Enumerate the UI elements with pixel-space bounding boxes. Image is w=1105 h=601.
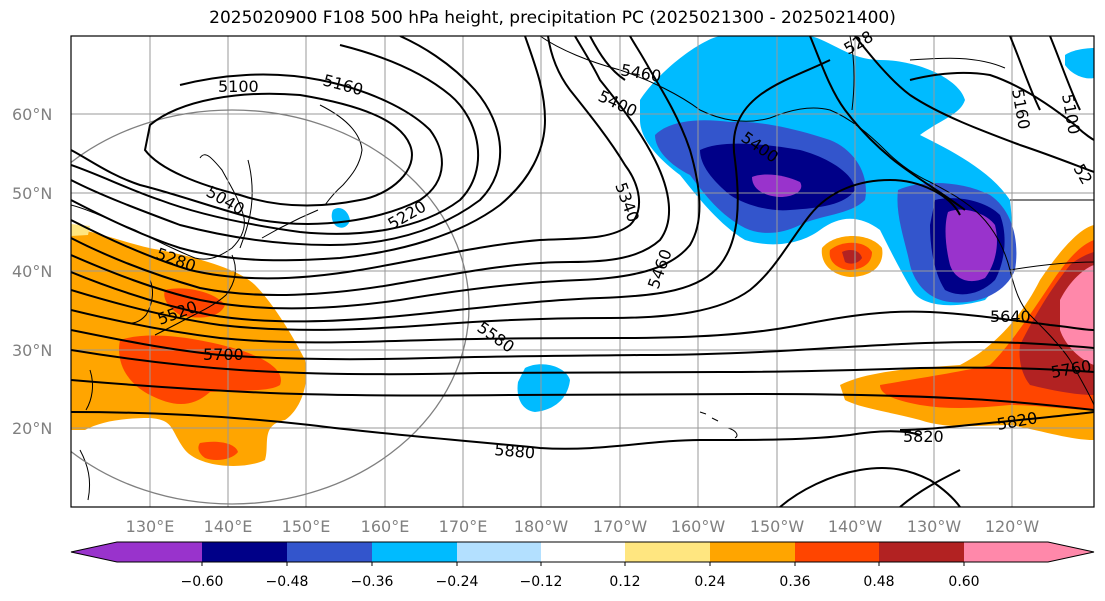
anomaly-spot-darkred [842, 250, 862, 264]
contour-5460 [71, 36, 701, 310]
lon-label: 140°W [828, 517, 883, 536]
latitude-labels: 60°N 50°N 40°N 30°N 20°N [12, 105, 52, 438]
colorbar-segment [287, 542, 372, 562]
colorbar-segment [795, 542, 879, 562]
colorbar-tick-labels: −0.60 −0.48 −0.36 −0.24 −0.12 0.12 0.24 … [181, 574, 980, 590]
contour-ne-4 [1009, 36, 1081, 111]
contour-ne-3 [909, 71, 1094, 141]
lon-label: 180°W [514, 517, 569, 536]
colorbar-label: 0.60 [948, 574, 979, 590]
contour-5640a [71, 309, 1094, 344]
graticule [71, 36, 1094, 507]
colorbar-segment [879, 542, 964, 562]
anomaly-se-pink [1060, 265, 1094, 365]
colorbar-segment [202, 542, 287, 562]
contour-label: 5820 [903, 427, 944, 446]
contour-5160 [71, 44, 480, 235]
contour-label: 5880 [494, 440, 536, 462]
contour-5400 [71, 36, 671, 297]
contour-nw-5400 [589, 36, 626, 81]
colorbar-label: 0.48 [863, 574, 894, 590]
lon-label: 140°E [204, 517, 253, 536]
colorbar: −0.60 −0.48 −0.36 −0.24 −0.12 0.12 0.24 … [70, 541, 1095, 590]
colorbar-outline [70, 541, 1095, 563]
lat-label: 40°N [12, 262, 52, 281]
lat-label: 30°N [12, 341, 52, 360]
contour-ne-2 [854, 36, 1094, 173]
lat-label: 50°N [12, 184, 52, 203]
colorbar-segment [457, 542, 541, 562]
colorbar-label: 0.36 [779, 574, 810, 590]
precipitation-shading [71, 36, 1094, 466]
colorbar-label: 0.24 [694, 574, 725, 590]
lon-label: 160°E [361, 517, 410, 536]
contour-5820a [71, 379, 1094, 411]
contour-bottom-right [899, 469, 961, 507]
colorbar-segment [372, 542, 457, 562]
contour-5520 [71, 59, 831, 323]
colorbar-label: −0.36 [351, 574, 394, 590]
contour-5820b [899, 411, 1094, 431]
contour-5580 [71, 178, 961, 331]
alaska-coast [539, 36, 1031, 316]
hawaii [699, 411, 738, 439]
contour-ne-1 [809, 36, 966, 211]
anomaly-pnw-purple [945, 209, 997, 282]
anomaly-central-blue [517, 364, 570, 412]
contour-label: 5700 [203, 345, 244, 364]
longitude-labels: 130°E 140°E 150°E 160°E 170°E 180°W 170°… [126, 517, 1040, 536]
sakhalin [239, 159, 253, 249]
height-contours [71, 36, 1094, 507]
colorbar-extend-right [1048, 542, 1094, 562]
contour-5040 [143, 92, 413, 207]
contour-label: 5100 [218, 77, 259, 96]
philippines [79, 369, 94, 501]
colorbar-segment [710, 542, 795, 562]
colorbar-segment [541, 542, 625, 562]
contour-5220 [71, 36, 501, 247]
contour-5280 [71, 36, 547, 262]
us-border [1009, 261, 1094, 271]
lat-label: 60°N [12, 105, 52, 124]
colorbar-segment [625, 542, 710, 562]
colorbar-label: −0.60 [181, 574, 224, 590]
map-frame [70, 35, 1095, 508]
colorbar-segment [117, 542, 202, 562]
lon-label: 150°W [750, 517, 805, 536]
anomaly-topright-blue [1065, 48, 1094, 79]
contour-5760 [71, 349, 1094, 376]
colorbar-label: −0.12 [520, 574, 563, 590]
lat-label: 20°N [12, 419, 52, 438]
colorbar-extend-left [71, 542, 117, 562]
coastlines [71, 36, 1094, 501]
kamchatka [319, 104, 363, 206]
lon-label: 120°W [985, 517, 1040, 536]
lon-label: 160°W [671, 517, 726, 536]
contour-5100 [71, 73, 443, 225]
contour-label: 5640 [990, 307, 1031, 326]
contour-5880 [71, 411, 921, 450]
lon-label: 150°E [282, 517, 331, 536]
map-title: 2025020900 F108 500 hPa height, precipit… [209, 8, 896, 28]
colorbar-segment [964, 542, 1048, 562]
colorbar-label: −0.48 [266, 574, 309, 590]
colorbar-label: 0.12 [609, 574, 640, 590]
contour-5340 [71, 36, 641, 280]
lon-label: 170°W [593, 517, 648, 536]
contour-5700 [71, 329, 1094, 361]
lon-label: 130°W [907, 517, 962, 536]
colorbar-ticks [201, 562, 965, 566]
colorbar-label: −0.24 [436, 574, 479, 590]
lon-label: 170°E [439, 517, 488, 536]
na-coast-south [1029, 314, 1094, 406]
contour-southeast [779, 467, 961, 507]
japan [154, 254, 236, 336]
range-circle [71, 109, 470, 505]
lon-label: 130°E [126, 517, 175, 536]
alaska-inland [849, 36, 1006, 111]
